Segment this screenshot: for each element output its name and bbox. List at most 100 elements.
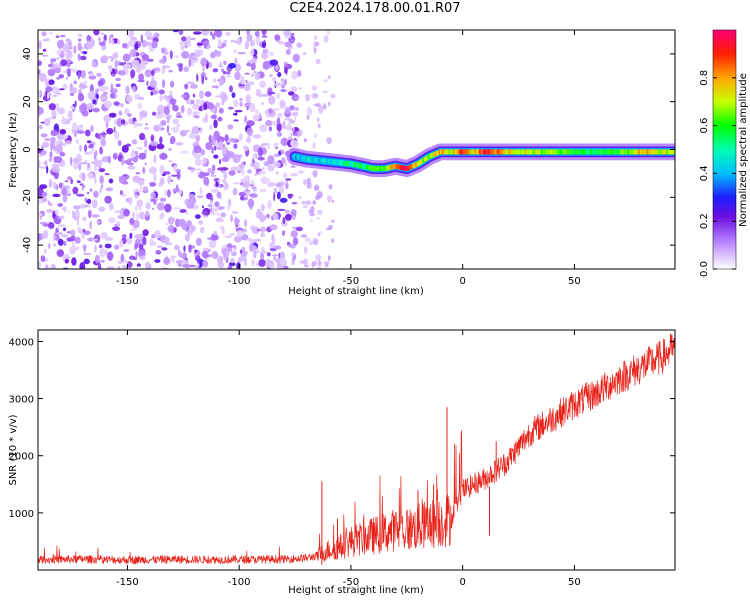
- noise-blob: [87, 162, 91, 168]
- noise-blob: [185, 129, 190, 133]
- noise-blob: [93, 234, 101, 243]
- sparse-blob: [305, 200, 312, 205]
- noise-blob: [234, 109, 243, 113]
- noise-blob: [144, 162, 147, 166]
- noise-blob: [91, 146, 95, 152]
- noise-blob: [232, 154, 241, 164]
- noise-blob: [201, 157, 207, 165]
- noise-blob: [140, 34, 143, 44]
- noise-blob: [243, 145, 249, 152]
- noise-blob: [288, 120, 291, 130]
- noise-blob: [104, 100, 113, 109]
- sparse-blob: [316, 117, 320, 122]
- noise-blob: [187, 98, 191, 105]
- noise-blob: [77, 71, 81, 80]
- noise-blob: [49, 140, 56, 150]
- noise-blob: [282, 216, 286, 225]
- noise-blob: [79, 82, 85, 90]
- noise-blob: [38, 233, 42, 242]
- noise-blob: [109, 92, 116, 99]
- noise-blob: [257, 208, 261, 214]
- sparse-blob: [331, 199, 335, 203]
- noise-blob: [127, 158, 135, 161]
- noise-blob: [155, 250, 162, 255]
- noise-blob: [112, 226, 121, 232]
- noise-blob: [291, 202, 298, 205]
- noise-blob: [234, 58, 238, 64]
- noise-blob: [237, 37, 242, 46]
- noise-blob: [85, 129, 91, 137]
- noise-blob: [277, 112, 283, 118]
- sparse-blob: [303, 139, 307, 142]
- noise-blob: [239, 97, 243, 102]
- noise-blob: [82, 244, 87, 250]
- noise-blob: [266, 252, 271, 257]
- noise-blob: [134, 42, 139, 50]
- noise-blob: [151, 207, 155, 210]
- noise-blob: [48, 242, 51, 250]
- noise-blob: [269, 59, 279, 66]
- noise-blob: [268, 126, 272, 132]
- noise-blob: [112, 53, 117, 60]
- noise-blob: [283, 136, 286, 146]
- noise-blob: [253, 71, 257, 74]
- noise-blob: [242, 228, 247, 233]
- noise-blob: [267, 91, 276, 95]
- noise-blob: [163, 95, 169, 100]
- noise-blob: [254, 37, 261, 42]
- noise-blob: [268, 64, 272, 69]
- noise-blob: [101, 96, 105, 100]
- noise-blob: [89, 143, 94, 148]
- noise-blob: [138, 211, 144, 220]
- sparse-blob: [315, 103, 321, 107]
- noise-blob: [217, 206, 225, 210]
- noise-blob: [99, 132, 108, 136]
- sparse-blob: [312, 200, 317, 205]
- noise-blob: [127, 165, 136, 170]
- noise-blob: [216, 191, 222, 199]
- noise-blob: [55, 35, 60, 38]
- noise-blob: [167, 216, 175, 225]
- noise-blob: [74, 209, 80, 217]
- noise-blob: [228, 170, 236, 176]
- noise-blob: [252, 159, 255, 164]
- noise-blob: [53, 67, 62, 74]
- noise-blob: [93, 190, 99, 198]
- noise-blob: [129, 232, 133, 239]
- sparse-blob: [298, 196, 302, 199]
- noise-blob: [108, 64, 113, 73]
- noise-blob: [94, 149, 98, 157]
- noise-blob: [159, 197, 167, 202]
- noise-blob: [234, 71, 241, 81]
- sparse-blob: [314, 195, 321, 200]
- noise-blob: [46, 92, 50, 100]
- sparse-blob: [314, 35, 317, 40]
- sparse-blob: [299, 87, 302, 90]
- noise-blob: [159, 152, 168, 160]
- noise-blob: [48, 157, 53, 162]
- figure-title: C2E4.2024.178.00.01.R07: [289, 1, 461, 16]
- noise-blob: [56, 39, 65, 49]
- noise-blob: [168, 159, 173, 163]
- noise-blob: [43, 229, 49, 239]
- noise-blob: [200, 149, 206, 156]
- noise-blob: [103, 34, 107, 42]
- noise-blob: [290, 165, 296, 168]
- x-tick-label: -150: [116, 276, 139, 287]
- noise-blob: [148, 33, 152, 38]
- noise-blob: [273, 192, 276, 202]
- noise-blob: [139, 110, 148, 118]
- noise-blob: [151, 76, 155, 82]
- noise-blob: [230, 257, 235, 264]
- noise-blob: [99, 175, 104, 184]
- noise-blob: [234, 235, 242, 243]
- noise-blob: [211, 85, 220, 89]
- noise-blob: [67, 210, 71, 213]
- sparse-blob: [328, 101, 331, 107]
- noise-blob: [197, 171, 206, 179]
- colorbar-tick-label: 0.2: [699, 213, 710, 229]
- noise-blob: [87, 209, 92, 219]
- noise-blob: [125, 85, 130, 95]
- noise-blob: [249, 39, 255, 47]
- noise-blob: [292, 226, 297, 230]
